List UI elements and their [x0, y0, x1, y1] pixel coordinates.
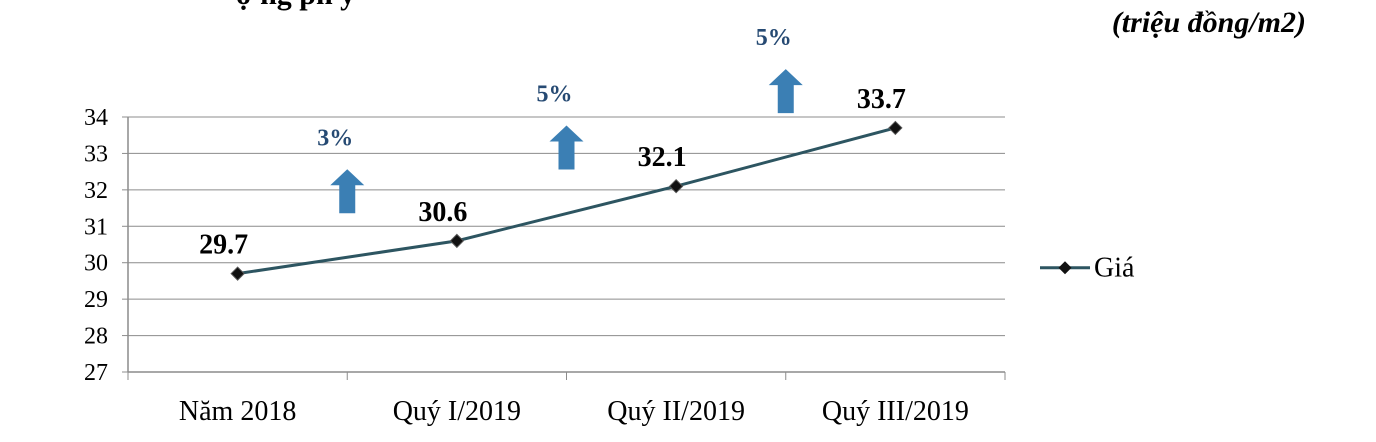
x-tick-label: Quý II/2019 [607, 396, 745, 427]
unit-label: (triệu đồng/m2) [1111, 6, 1306, 39]
x-tick-label: Quý III/2019 [822, 396, 969, 427]
y-tick-label: 30 [84, 251, 108, 277]
data-label: 29.7 [199, 230, 248, 261]
y-tick-label: 31 [84, 214, 108, 240]
series-line [237, 126, 896, 276]
data-point [449, 233, 465, 249]
title-fragment: ợ ng ph y [236, 0, 355, 12]
legend-marker [1058, 261, 1072, 275]
y-tick-label: 32 [84, 178, 108, 204]
growth-arrow [330, 169, 365, 214]
data-label: 33.7 [857, 84, 906, 115]
x-tick-label: Năm 2018 [179, 396, 296, 427]
y-tick-label: 27 [84, 360, 108, 386]
growth-label: 5% [756, 25, 792, 51]
growth-label: 3% [317, 125, 353, 151]
y-tick-label: 28 [84, 324, 108, 350]
y-tick-label: 34 [84, 105, 108, 131]
data-point [668, 179, 684, 194]
growth-label: 5% [537, 82, 573, 108]
data-label: 32.1 [638, 142, 687, 173]
growth-arrow [549, 125, 584, 170]
y-tick-label: 33 [84, 141, 108, 167]
x-tick-label: Quý I/2019 [393, 396, 521, 427]
data-point [888, 120, 903, 136]
data-point [230, 266, 245, 281]
legend-label: Giá [1094, 253, 1135, 284]
data-label: 30.6 [418, 197, 467, 228]
y-tick-label: 29 [84, 287, 108, 313]
growth-arrow [768, 69, 803, 114]
